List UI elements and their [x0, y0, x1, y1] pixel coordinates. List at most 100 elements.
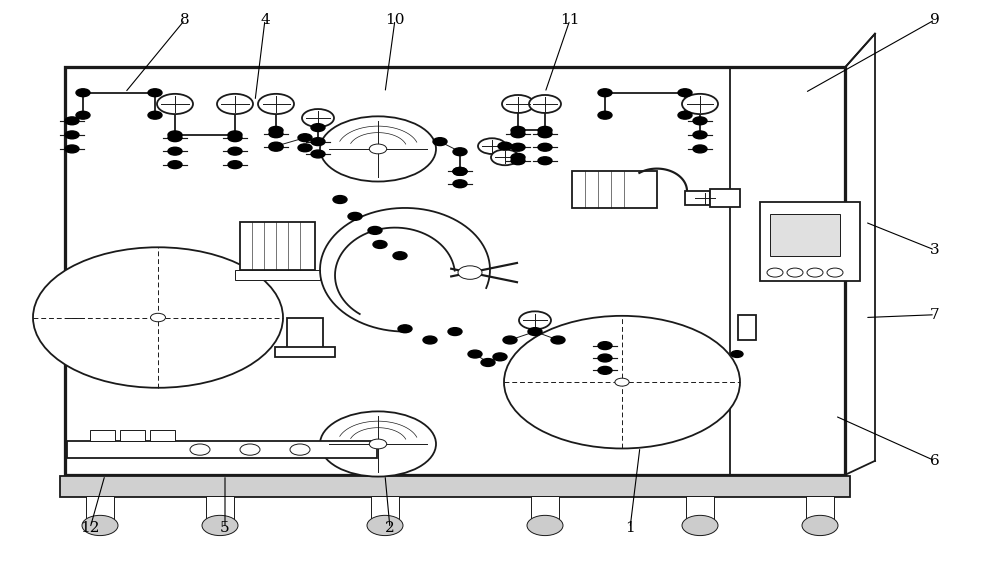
- Circle shape: [498, 142, 512, 150]
- Text: 3: 3: [930, 243, 940, 257]
- Circle shape: [433, 138, 447, 146]
- Circle shape: [682, 515, 718, 536]
- Text: 5: 5: [220, 522, 230, 535]
- Bar: [770, 214, 840, 256]
- Circle shape: [678, 89, 692, 97]
- Bar: [235, 270, 320, 280]
- Circle shape: [458, 266, 482, 279]
- Circle shape: [269, 126, 283, 134]
- Text: 9: 9: [930, 13, 940, 26]
- Circle shape: [511, 157, 525, 165]
- Circle shape: [598, 354, 612, 362]
- Text: 2: 2: [385, 522, 395, 535]
- Text: 6: 6: [930, 454, 940, 468]
- Circle shape: [157, 94, 193, 114]
- Bar: [275, 347, 335, 357]
- Circle shape: [502, 95, 534, 113]
- Circle shape: [369, 439, 387, 449]
- Circle shape: [551, 336, 565, 344]
- Circle shape: [503, 336, 517, 344]
- Text: 7: 7: [930, 308, 940, 321]
- Bar: [86, 496, 114, 523]
- Circle shape: [731, 351, 743, 357]
- Circle shape: [190, 444, 210, 455]
- Circle shape: [228, 131, 242, 139]
- Circle shape: [693, 131, 707, 139]
- Text: 1: 1: [625, 522, 635, 535]
- Circle shape: [787, 268, 803, 277]
- Circle shape: [598, 111, 612, 119]
- Circle shape: [368, 226, 382, 234]
- Circle shape: [807, 268, 823, 277]
- Circle shape: [529, 95, 561, 113]
- Circle shape: [168, 147, 182, 155]
- Circle shape: [511, 130, 525, 138]
- Circle shape: [538, 157, 552, 165]
- Circle shape: [598, 342, 612, 350]
- Circle shape: [76, 111, 90, 119]
- Circle shape: [148, 111, 162, 119]
- Circle shape: [298, 144, 312, 152]
- Circle shape: [481, 359, 495, 366]
- Bar: [120, 430, 145, 441]
- Bar: [240, 222, 315, 270]
- Bar: [738, 315, 756, 340]
- Circle shape: [240, 444, 260, 455]
- Circle shape: [65, 117, 79, 125]
- Circle shape: [311, 138, 325, 146]
- Bar: [760, 202, 860, 281]
- Circle shape: [538, 143, 552, 151]
- Circle shape: [148, 89, 162, 97]
- Bar: [65, 67, 845, 475]
- Circle shape: [168, 161, 182, 169]
- Circle shape: [168, 131, 182, 139]
- Text: 11: 11: [560, 13, 580, 26]
- Bar: [371, 496, 399, 523]
- Circle shape: [373, 241, 387, 248]
- Circle shape: [802, 515, 838, 536]
- Bar: [686, 496, 714, 523]
- Circle shape: [511, 153, 525, 161]
- Circle shape: [76, 89, 90, 97]
- Bar: [90, 430, 115, 441]
- Circle shape: [504, 316, 740, 448]
- Bar: [685, 191, 710, 205]
- Circle shape: [228, 134, 242, 142]
- Circle shape: [423, 336, 437, 344]
- Circle shape: [493, 353, 507, 361]
- Bar: [67, 441, 377, 458]
- Circle shape: [320, 411, 436, 477]
- Circle shape: [302, 109, 334, 127]
- Circle shape: [519, 311, 551, 329]
- Bar: [531, 496, 559, 523]
- Text: 4: 4: [260, 13, 270, 26]
- Circle shape: [298, 134, 312, 142]
- Circle shape: [202, 515, 238, 536]
- Circle shape: [528, 328, 542, 336]
- Circle shape: [511, 143, 525, 151]
- Circle shape: [82, 515, 118, 536]
- Circle shape: [369, 144, 387, 154]
- Circle shape: [491, 149, 519, 165]
- Text: 10: 10: [385, 13, 405, 26]
- Circle shape: [168, 134, 182, 142]
- Circle shape: [767, 268, 783, 277]
- Text: 12: 12: [80, 522, 100, 535]
- Circle shape: [290, 444, 310, 455]
- Circle shape: [478, 138, 506, 154]
- Circle shape: [269, 143, 283, 151]
- Circle shape: [678, 111, 692, 119]
- Bar: [287, 318, 323, 348]
- Circle shape: [598, 89, 612, 97]
- Circle shape: [538, 130, 552, 138]
- Circle shape: [311, 150, 325, 158]
- Circle shape: [682, 94, 718, 114]
- Circle shape: [827, 268, 843, 277]
- Circle shape: [228, 161, 242, 169]
- Circle shape: [538, 126, 552, 134]
- Circle shape: [258, 94, 294, 114]
- Circle shape: [33, 247, 283, 388]
- Circle shape: [320, 116, 436, 182]
- Circle shape: [367, 515, 403, 536]
- Circle shape: [448, 328, 462, 336]
